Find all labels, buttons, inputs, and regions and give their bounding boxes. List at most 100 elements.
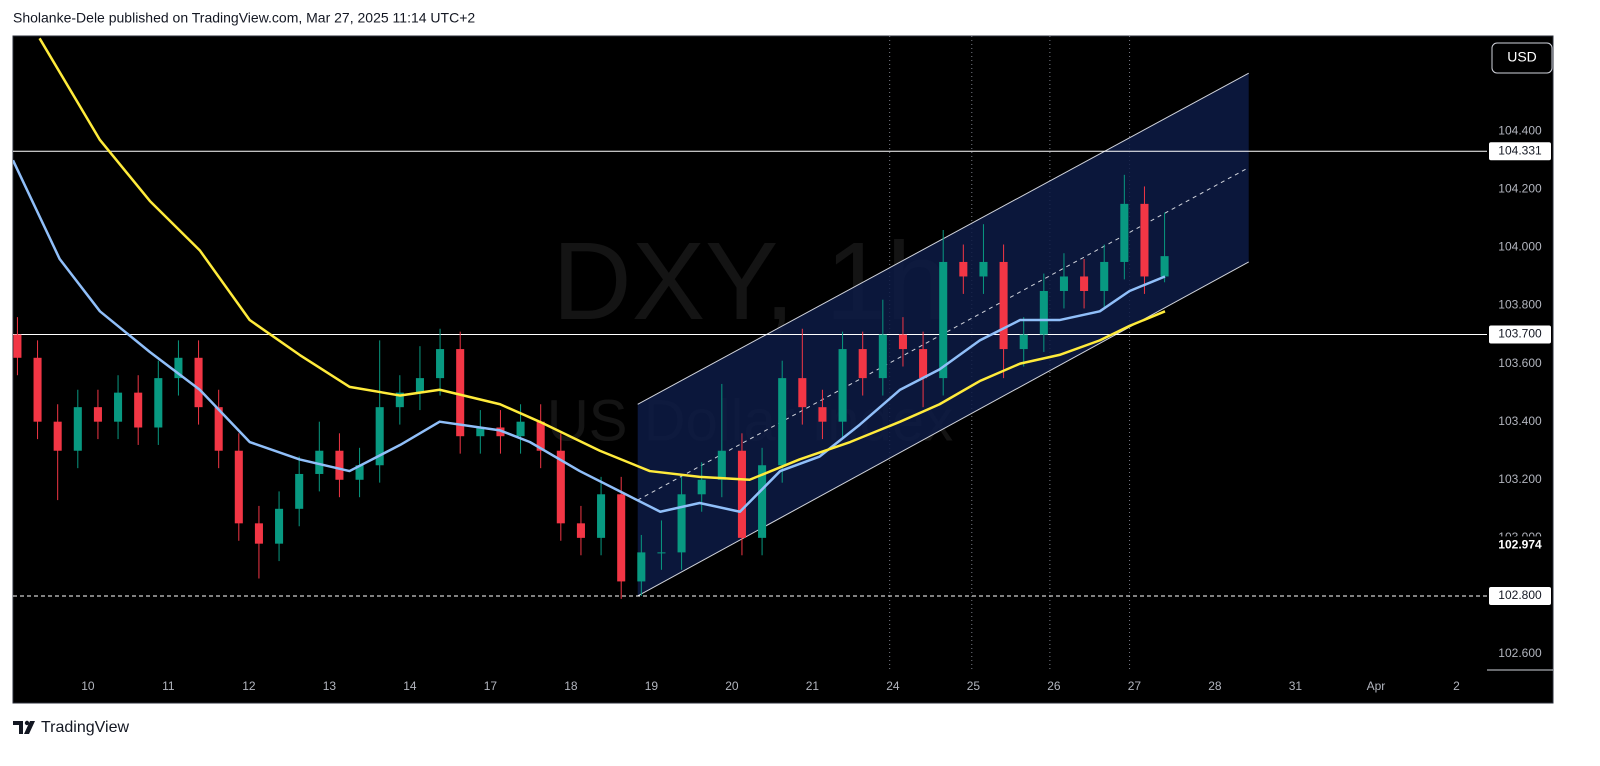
candle-body [1120, 203, 1129, 262]
candle-body [1160, 256, 1169, 277]
x-tick-label: 10 [81, 679, 95, 693]
level-label: 103.700 [1498, 327, 1542, 341]
candle-body [13, 334, 22, 358]
last-price-bg [1489, 536, 1551, 555]
candle-body [93, 407, 102, 422]
candle-body [576, 523, 585, 538]
candle-body [637, 552, 646, 582]
candle-body [315, 450, 324, 474]
level-tag [1489, 586, 1551, 605]
candle-body [778, 378, 787, 466]
candle-body [536, 421, 545, 451]
level-label: 102.800 [1498, 588, 1542, 602]
y-tick-label: 104.200 [1498, 182, 1542, 196]
candle-body [53, 421, 62, 451]
x-tick-label: 25 [967, 679, 981, 693]
candle-body [114, 392, 123, 422]
level-label: 104.331 [1498, 143, 1542, 157]
candle-body [737, 450, 746, 538]
candle-body [898, 334, 907, 350]
x-tick-label: 2 [1453, 679, 1460, 693]
candle-body [456, 349, 465, 437]
x-tick-label: 28 [1208, 679, 1222, 693]
moving-average [38, 37, 1166, 482]
x-tick-label: 26 [1047, 679, 1061, 693]
candle-body [254, 523, 263, 544]
candle-body [1059, 276, 1068, 291]
candle-body [758, 465, 767, 538]
candle-body [1019, 334, 1028, 350]
candle-body [657, 552, 666, 554]
x-tick-label: 13 [323, 679, 337, 693]
x-tick-label: 19 [645, 679, 659, 693]
moving-average [13, 159, 1166, 513]
candle-body [858, 349, 867, 379]
candle-body [556, 450, 565, 524]
level-tag [1489, 142, 1551, 161]
candle-body [878, 334, 887, 379]
candle-body [375, 407, 384, 466]
x-tick-label: Apr [1367, 679, 1386, 693]
brand: TradingView [41, 719, 129, 736]
x-tick-label: 17 [484, 679, 498, 693]
x-tick-label: 18 [564, 679, 578, 693]
candle-body [174, 357, 183, 379]
y-tick-label: 104.000 [1498, 240, 1542, 254]
y-tick-label: 103.800 [1498, 298, 1542, 312]
x-tick-label: 20 [725, 679, 739, 693]
candle-body [295, 473, 304, 509]
candle-body [617, 494, 626, 582]
currency-button[interactable] [1491, 42, 1553, 74]
candle-body [959, 261, 968, 277]
candle-body [355, 465, 364, 480]
candle-body [979, 261, 988, 277]
x-tick-label: 14 [403, 679, 417, 693]
brand-logo [13, 720, 35, 734]
candle-body [677, 494, 686, 553]
candle-body [798, 378, 807, 408]
plot [13, 36, 1487, 670]
candle-body [214, 407, 223, 451]
y-tick-label: 104.400 [1498, 123, 1542, 137]
currency-label[interactable]: USD [1507, 49, 1537, 65]
candle-body [818, 407, 827, 422]
candle-body [597, 494, 606, 538]
candle-body [476, 427, 485, 437]
y-tick-label: 103.600 [1498, 356, 1542, 370]
candle-body [275, 508, 284, 544]
candle-body [436, 349, 445, 379]
candle-body [919, 349, 928, 379]
candle-body [134, 392, 143, 428]
candle-body [335, 450, 344, 480]
candle-body [1080, 276, 1089, 291]
x-tick-label: 31 [1289, 679, 1303, 693]
candle-body [516, 421, 525, 437]
header: Sholanke-Dele published on TradingView.c… [13, 10, 475, 26]
x-tick-label: 12 [242, 679, 256, 693]
x-tick-label: 21 [806, 679, 820, 693]
candle-body [999, 261, 1008, 350]
candle-body [73, 407, 82, 451]
x-tick-label: 11 [162, 679, 175, 693]
candle-body [717, 450, 726, 480]
candle-body [194, 357, 203, 408]
x-tick-label: 27 [1128, 679, 1142, 693]
y-tick-label: 102.600 [1498, 646, 1542, 660]
candle-body [838, 349, 847, 422]
candle-body [1039, 290, 1048, 335]
y-tick-label: 103.400 [1498, 414, 1542, 428]
candle-body [939, 261, 948, 379]
candle-body [395, 392, 404, 408]
candle-body [415, 378, 424, 393]
overlay: 10 11 12 13 14 17 18 19 20 21 24 25 26 27 28 31 Apr 2 102.… [81, 123, 1551, 693]
candle-body [697, 479, 706, 495]
x-tick-label: 24 [886, 679, 900, 693]
last-price-label: 102.974 [1498, 538, 1542, 552]
level-tag [1489, 325, 1551, 344]
candle-body [33, 357, 42, 422]
candle-body [234, 450, 243, 524]
y-tick-label: 103.200 [1498, 472, 1542, 486]
candle-body [1140, 203, 1149, 277]
